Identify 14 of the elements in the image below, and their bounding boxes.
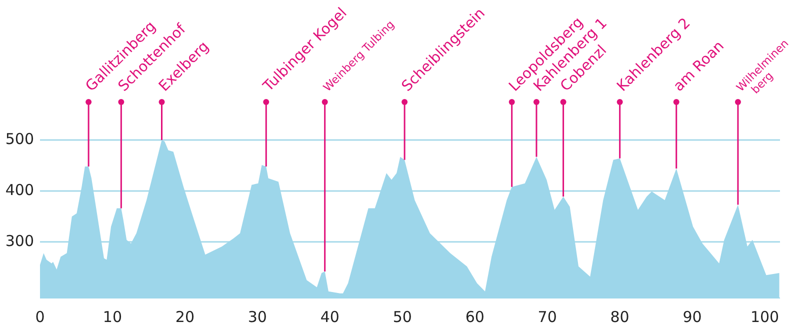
x-tick-label: 40	[320, 308, 340, 326]
y-tick-label: 500	[5, 130, 34, 148]
x-tick-label: 0	[35, 308, 45, 326]
x-tick-label: 100	[750, 308, 780, 326]
y-tick-label: 300	[5, 232, 34, 250]
x-tick-label: 10	[102, 308, 122, 326]
x-tick-label: 90	[682, 308, 702, 326]
x-tick-label: 60	[465, 308, 484, 326]
x-tick-label: 20	[175, 308, 195, 326]
x-tick-label: 50	[392, 308, 412, 326]
y-tick-label: 400	[5, 181, 34, 200]
x-tick-label: 70	[538, 308, 557, 326]
x-tick-label: 80	[610, 308, 630, 326]
x-tick-label: 30	[248, 308, 267, 326]
